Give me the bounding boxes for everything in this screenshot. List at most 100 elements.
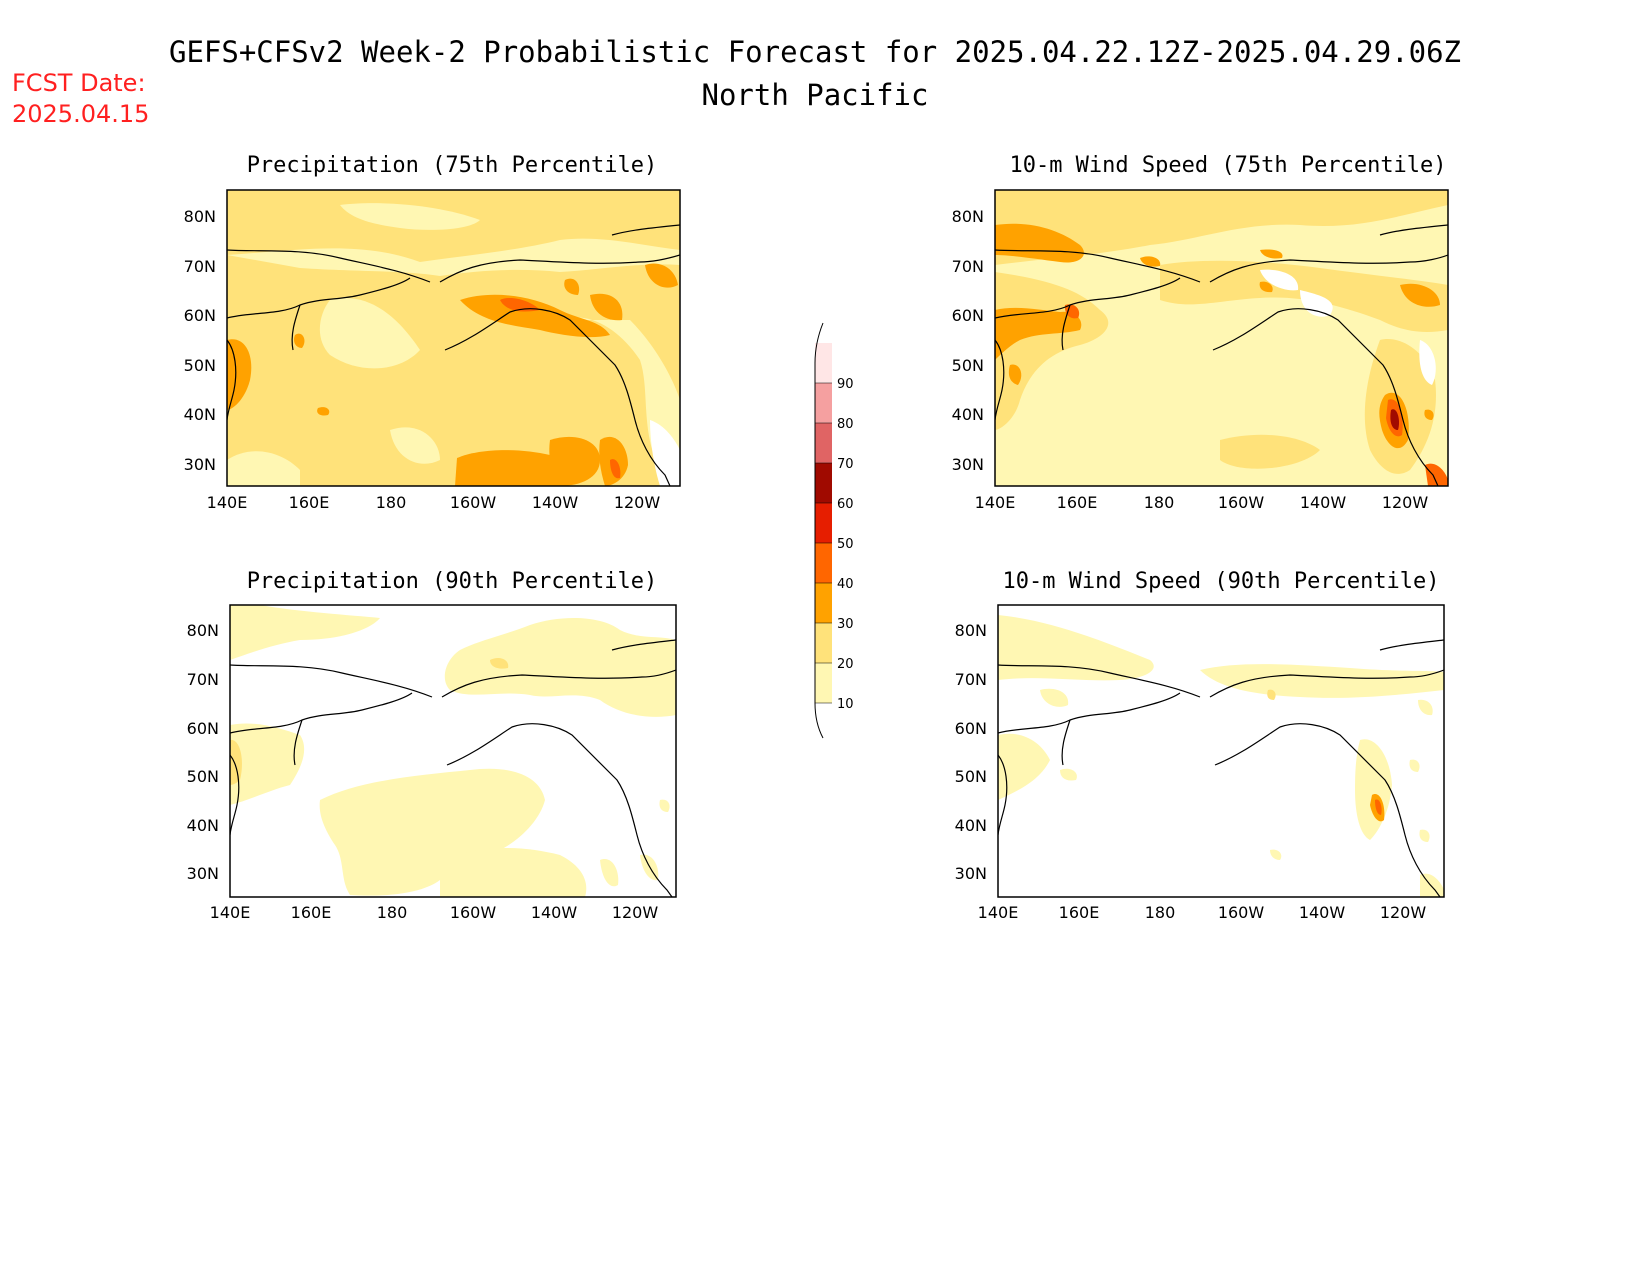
- lon-label: 160E: [1059, 903, 1100, 922]
- lon-axis: 140E 160E 180 160W 140W 120W: [207, 493, 661, 512]
- coastline-outline: [995, 224, 1448, 486]
- lat-label: 50N: [187, 767, 219, 786]
- map-frame: [229, 604, 677, 898]
- lat-label: 30N: [187, 864, 219, 883]
- lat-axis: 80N 70N 60N 50N 40N 30N: [955, 621, 987, 883]
- fcst-date-label: FCST Date:: [12, 69, 146, 97]
- colorbar-segment: [815, 503, 832, 543]
- panel-title: 10-m Wind Speed (75th Percentile): [1009, 153, 1446, 178]
- lat-label: 70N: [955, 670, 987, 689]
- lon-label: 140E: [207, 493, 248, 512]
- lat-axis: 80N 70N 60N 50N 40N 30N: [952, 207, 984, 474]
- lat-label: 60N: [184, 306, 216, 325]
- lat-label: 40N: [187, 816, 219, 835]
- lon-label: 160E: [291, 903, 332, 922]
- lon-axis: 140E 160E 180 160W 140W 120W: [975, 493, 1429, 512]
- map-panel-precip-90: Precipitation (90th Percentile) 140E: [187, 569, 677, 922]
- map-panel-precip-75: Precipitation (75th Percentile): [184, 153, 681, 512]
- lon-label: 180: [1144, 493, 1175, 512]
- colorbar-level-label: 10: [837, 697, 854, 712]
- precip-90-contour-field: [230, 605, 676, 897]
- lon-label: 160W: [450, 903, 497, 922]
- region-subtitle: North Pacific: [702, 78, 929, 112]
- colorbar-level-label: 30: [837, 617, 854, 632]
- map-panel-wind-90: 10-m Wind Speed (90th Percentile): [955, 569, 1445, 922]
- lat-label: 80N: [952, 207, 984, 226]
- map-frame: [997, 604, 1445, 898]
- coastline-outline: [227, 224, 680, 486]
- lon-label: 120W: [1380, 903, 1427, 922]
- wind-90-contour-field: [998, 605, 1444, 897]
- lon-label: 160E: [289, 493, 330, 512]
- lon-label: 120W: [1382, 493, 1429, 512]
- lat-label: 70N: [187, 670, 219, 689]
- wind-75-contour-field: [995, 190, 1448, 486]
- map-panel-wind-75: 10-m Wind Speed (75th Percentile): [952, 153, 1449, 512]
- lon-label: 140E: [975, 493, 1016, 512]
- colorbar-segment: [815, 463, 832, 503]
- lat-label: 40N: [952, 405, 984, 424]
- lon-label: 180: [377, 903, 408, 922]
- lon-label: 180: [1145, 903, 1176, 922]
- lat-label: 50N: [184, 356, 216, 375]
- coastline-outline: [998, 639, 1444, 897]
- colorbar-segment: [815, 543, 832, 583]
- lon-label: 180: [376, 493, 407, 512]
- lon-label: 120W: [614, 493, 661, 512]
- lat-label: 60N: [952, 306, 984, 325]
- lat-label: 60N: [187, 719, 219, 738]
- lat-axis: 80N 70N 60N 50N 40N 30N: [184, 207, 216, 474]
- colorbar-level-label: 40: [837, 577, 854, 592]
- colorbar-segment: [815, 623, 832, 663]
- lat-label: 70N: [952, 257, 984, 276]
- lon-axis: 140E 160E 180 160W 140W 120W: [210, 903, 659, 922]
- panel-title: Precipitation (90th Percentile): [247, 569, 658, 594]
- lon-label: 160W: [1218, 493, 1265, 512]
- colorbar-level-label: 90: [837, 377, 854, 392]
- lat-label: 80N: [184, 207, 216, 226]
- colorbar-level-label: 50: [837, 537, 854, 552]
- lat-axis: 80N 70N 60N 50N 40N 30N: [187, 621, 219, 883]
- lat-label: 30N: [184, 455, 216, 474]
- lat-label: 50N: [955, 767, 987, 786]
- lon-label: 140W: [1300, 493, 1347, 512]
- lat-label: 70N: [184, 257, 216, 276]
- colorbar-legend: 10 20 30 40 50 60 70 80 90: [814, 322, 854, 739]
- precip-75-contour-field: [227, 190, 680, 486]
- colorbar-outline: [814, 322, 824, 739]
- lat-label: 80N: [187, 621, 219, 640]
- colorbar-segment: [815, 423, 832, 463]
- lat-label: 40N: [184, 405, 216, 424]
- lon-label: 160E: [1057, 493, 1098, 512]
- colorbar-level-label: 20: [837, 657, 854, 672]
- lat-label: 50N: [952, 356, 984, 375]
- map-frame: [994, 189, 1449, 487]
- lon-label: 140E: [978, 903, 1019, 922]
- lat-label: 60N: [955, 719, 987, 738]
- figure-title: GEFS+CFSv2 Week-2 Probabilistic Forecast…: [169, 35, 1461, 69]
- lon-label: 140W: [1299, 903, 1346, 922]
- fcst-date-value: 2025.04.15: [12, 100, 149, 128]
- colorbar-level-label: 60: [837, 497, 854, 512]
- lon-label: 140W: [531, 903, 578, 922]
- panel-title: Precipitation (75th Percentile): [247, 153, 658, 178]
- lon-label: 160W: [450, 493, 497, 512]
- colorbar-segment: [815, 663, 832, 703]
- lon-axis: 140E 160E 180 160W 140W 120W: [978, 903, 1427, 922]
- lon-label: 120W: [612, 903, 659, 922]
- map-frame: [226, 189, 681, 487]
- lon-label: 140W: [532, 493, 579, 512]
- coastline-outline: [230, 639, 676, 897]
- colorbar-segment: [815, 343, 832, 383]
- lat-label: 80N: [955, 621, 987, 640]
- colorbar-level-label: 80: [837, 417, 854, 432]
- lat-label: 30N: [952, 455, 984, 474]
- lon-label: 140E: [210, 903, 251, 922]
- lat-label: 30N: [955, 864, 987, 883]
- lat-label: 40N: [955, 816, 987, 835]
- colorbar-level-label: 70: [837, 457, 854, 472]
- panel-title: 10-m Wind Speed (90th Percentile): [1002, 569, 1439, 594]
- lon-label: 160W: [1218, 903, 1265, 922]
- colorbar-segment: [815, 583, 832, 623]
